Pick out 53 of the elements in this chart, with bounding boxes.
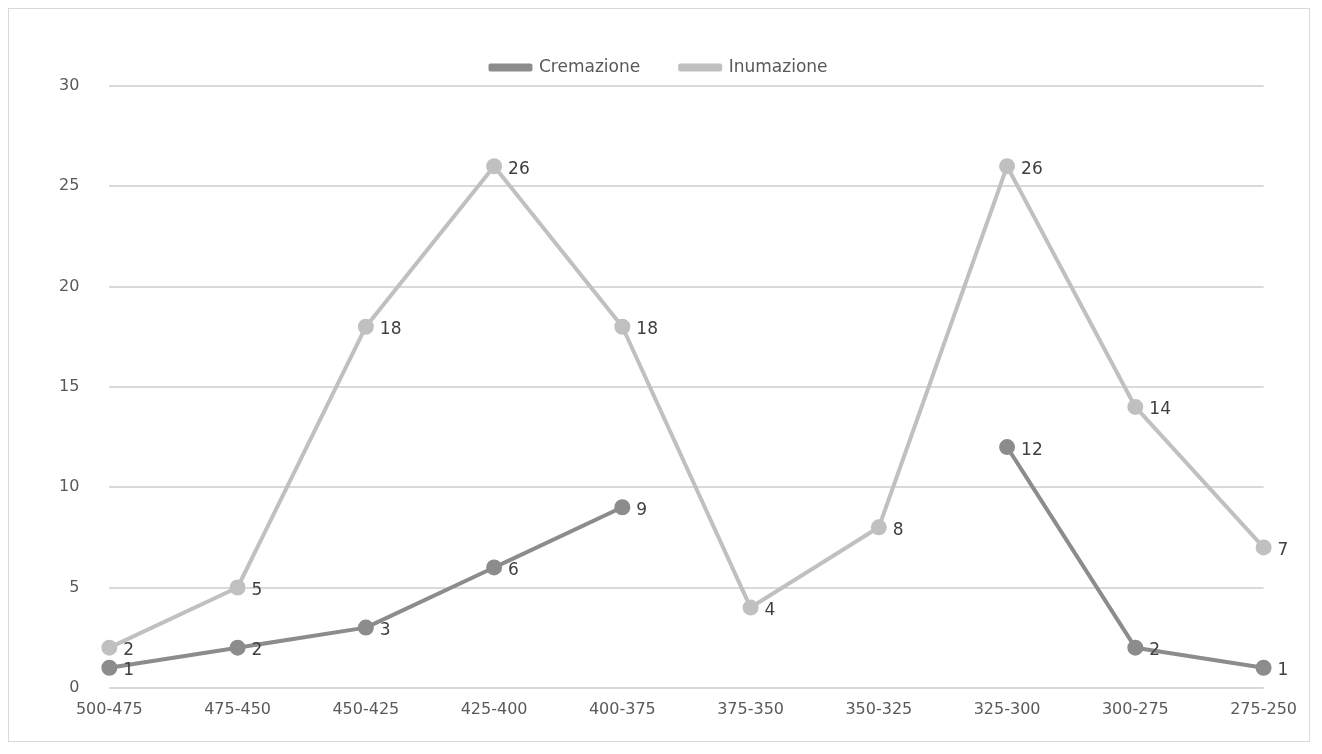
data-label: 14 bbox=[1149, 398, 1171, 419]
point bbox=[101, 639, 118, 656]
data-label: 26 bbox=[1021, 157, 1043, 178]
point bbox=[229, 639, 246, 656]
point bbox=[229, 579, 246, 596]
x-tick-label: 450-425 bbox=[332, 698, 400, 718]
point bbox=[742, 599, 759, 616]
point bbox=[486, 559, 503, 576]
legend-label: Inumazione bbox=[728, 55, 828, 76]
y-tick-label: 5 bbox=[69, 576, 80, 596]
data-label: 18 bbox=[636, 318, 658, 339]
data-label: 6 bbox=[508, 558, 519, 579]
point bbox=[1127, 398, 1144, 415]
x-tick-label: 425-400 bbox=[460, 698, 528, 718]
point bbox=[1255, 539, 1272, 556]
point bbox=[999, 439, 1016, 456]
point bbox=[357, 318, 374, 335]
data-label: 5 bbox=[251, 578, 263, 599]
point bbox=[357, 619, 374, 636]
x-tick-label: 400-375 bbox=[588, 698, 656, 718]
y-tick-label: 10 bbox=[59, 476, 80, 496]
point bbox=[614, 318, 631, 335]
point bbox=[101, 659, 118, 676]
data-label: 1 bbox=[1277, 659, 1289, 680]
x-tick-label: 475-450 bbox=[204, 698, 272, 718]
data-label: 7 bbox=[1277, 538, 1289, 559]
x-tick-label: 350-325 bbox=[845, 698, 913, 718]
y-tick-label: 30 bbox=[59, 75, 80, 95]
point bbox=[614, 499, 631, 516]
legend-label: Cremazione bbox=[538, 55, 641, 76]
x-tick-label: 375-350 bbox=[717, 698, 785, 718]
y-tick-label: 0 bbox=[69, 676, 80, 696]
y-tick-label: 15 bbox=[59, 376, 80, 396]
data-label: 26 bbox=[508, 157, 530, 178]
data-label: 12 bbox=[1021, 438, 1043, 459]
x-tick-label: 325-300 bbox=[973, 698, 1041, 718]
point bbox=[870, 519, 887, 536]
y-tick-label: 20 bbox=[59, 275, 80, 295]
data-label: 4 bbox=[764, 598, 776, 619]
x-tick-label: 275-250 bbox=[1230, 698, 1297, 718]
y-tick-label: 25 bbox=[59, 175, 80, 195]
data-label: 18 bbox=[379, 318, 402, 339]
data-label: 8 bbox=[892, 518, 904, 539]
point bbox=[999, 158, 1016, 175]
point bbox=[1255, 659, 1272, 676]
data-label: 9 bbox=[636, 498, 648, 519]
point bbox=[1127, 639, 1144, 656]
x-tick-label: 300-275 bbox=[1101, 698, 1169, 718]
data-label: 3 bbox=[379, 619, 391, 640]
data-label: 2 bbox=[1149, 639, 1161, 660]
x-tick-label: 500-475 bbox=[75, 698, 143, 718]
point bbox=[486, 158, 503, 175]
data-label: 2 bbox=[123, 639, 135, 660]
